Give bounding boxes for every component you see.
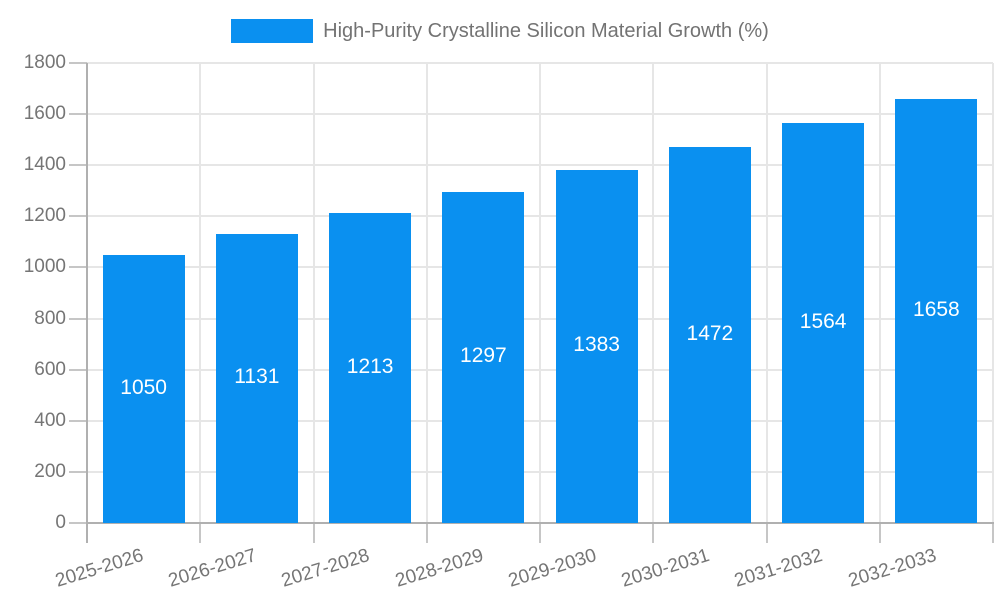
y-axis-label: 1800	[23, 52, 66, 73]
x-axis-line	[86, 522, 994, 524]
x-axis-tick	[312, 523, 315, 543]
y-axis-label: 1400	[23, 154, 66, 176]
y-axis-tick	[69, 317, 87, 320]
legend-swatch	[231, 19, 314, 43]
y-axis-label: 1200	[23, 205, 66, 227]
x-axis-tick	[765, 523, 768, 543]
bar: 1297	[442, 191, 525, 523]
bar-value-label: 1213	[346, 354, 394, 378]
bar-value-label: 1050	[120, 375, 167, 399]
bar-value-label: 1564	[799, 310, 847, 334]
x-gridline	[539, 63, 541, 523]
y-axis-tick	[69, 419, 87, 422]
y-axis-tick	[69, 266, 87, 269]
bar-value-label: 1297	[460, 344, 507, 368]
bar-value-label: 1383	[573, 333, 620, 357]
x-axis-label: 2030-2031	[618, 545, 713, 592]
x-gridline	[652, 63, 655, 523]
bar: 1050	[102, 254, 185, 523]
x-axis-tick	[878, 523, 881, 543]
x-axis-label: 2026-2027	[165, 545, 260, 592]
y-axis-label: 600	[34, 358, 66, 380]
x-gridline	[425, 63, 428, 523]
x-axis-label: 2032-2033	[845, 545, 939, 592]
y-axis-label: 800	[34, 307, 66, 329]
x-axis-tick	[539, 523, 541, 543]
bar: 1564	[782, 123, 865, 523]
x-gridline	[992, 63, 994, 523]
legend-label: High-Purity Crystalline Silicon Material…	[323, 20, 769, 42]
y-axis-label: 0	[55, 512, 66, 533]
y-axis-tick	[69, 164, 87, 167]
bar: 1131	[215, 233, 298, 523]
bar: 1213	[329, 213, 412, 523]
x-axis-tick	[425, 523, 428, 543]
bar: 1658	[895, 99, 978, 523]
y-axis-tick	[69, 522, 87, 524]
x-gridline	[199, 63, 202, 523]
y-axis-tick	[69, 470, 87, 473]
x-axis-tick	[199, 523, 202, 543]
y-axis-tick	[69, 113, 87, 116]
y-axis-tick	[69, 368, 87, 371]
bar: 1383	[555, 169, 638, 523]
x-axis-label: 2031-2032	[732, 545, 826, 592]
x-axis-tick	[652, 523, 655, 543]
bar: 1472	[668, 146, 751, 523]
x-axis-label: 2027-2028	[279, 545, 373, 592]
x-gridline	[878, 63, 881, 523]
y-axis-tick	[69, 62, 87, 64]
y-axis-line	[86, 63, 88, 543]
y-axis-label: 1000	[23, 256, 66, 278]
x-axis-label: 2025-2026	[52, 545, 146, 592]
bar-value-label: 1472	[686, 321, 734, 345]
x-axis-tick	[992, 523, 994, 543]
x-gridline	[312, 63, 315, 523]
x-axis-label: 2029-2030	[505, 545, 599, 592]
legend-item[interactable]: High-Purity Crystalline Silicon Material…	[0, 19, 1000, 43]
y-axis-tick	[69, 215, 87, 218]
bar-value-label: 1658	[913, 298, 960, 322]
bar-value-label: 1131	[234, 365, 280, 389]
y-axis-label: 400	[34, 409, 66, 431]
y-axis-label: 1600	[23, 103, 66, 125]
x-axis-label: 2028-2029	[392, 545, 486, 592]
y-axis-label: 200	[34, 460, 66, 482]
x-gridline	[765, 63, 768, 523]
